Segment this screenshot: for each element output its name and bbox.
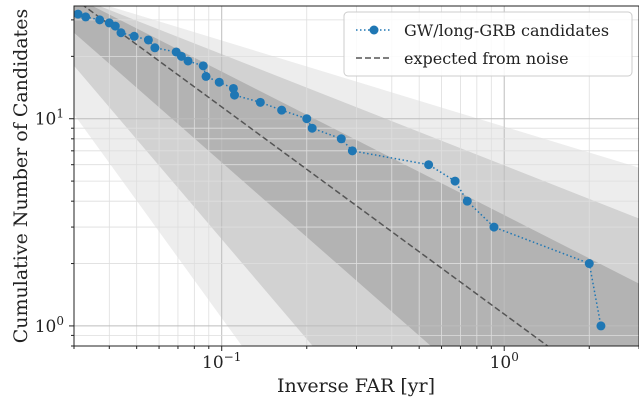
candidate-point: [150, 43, 160, 53]
candidate-point: [230, 90, 240, 100]
candidate-point: [462, 196, 472, 206]
candidate-point: [201, 71, 211, 81]
candidate-point: [129, 31, 139, 41]
candidate-point: [255, 97, 265, 107]
candidate-point: [228, 83, 238, 93]
candidate-point: [450, 176, 460, 186]
x-axis-label: Inverse FAR [yr]: [277, 375, 435, 397]
candidate-point: [489, 222, 499, 232]
candidate-point: [198, 61, 208, 71]
legend: GW/long-GRB candidates expected from noi…: [343, 11, 633, 77]
data-series: [74, 6, 606, 346]
legend-label-candidates: GW/long-GRB candidates: [404, 21, 609, 40]
candidate-point: [116, 28, 126, 38]
candidate-point: [110, 21, 120, 31]
candidate-point: [95, 15, 105, 25]
candidate-point: [183, 56, 193, 66]
candidate-point: [277, 105, 287, 115]
x-tick-label: 100: [490, 350, 519, 373]
y-tick-label: 100: [35, 314, 64, 337]
candidate-point: [596, 321, 606, 331]
candidate-point: [176, 51, 186, 61]
candidate-point: [302, 114, 312, 124]
y-tick-label: 101: [35, 107, 64, 130]
legend-label-noise: expected from noise: [404, 49, 569, 68]
candidate-point: [307, 123, 317, 133]
candidate-point: [143, 35, 153, 45]
candidate-point: [214, 77, 224, 87]
noise-expectation-line: [82, 6, 549, 346]
candidate-point: [74, 9, 83, 19]
x-tick-label: 10−1: [202, 350, 241, 373]
candidate-point: [347, 146, 357, 156]
candidate-point: [81, 12, 91, 22]
y-axis-label: Cumulative Number of Candidates: [10, 9, 32, 344]
axis-ticks: 10−1 100 100 101: [35, 19, 639, 373]
legend-marker-candidates: [369, 25, 379, 35]
candidate-point: [424, 160, 434, 170]
candidate-point: [584, 259, 594, 269]
candidate-point: [336, 134, 346, 144]
legend-box: [343, 11, 633, 77]
